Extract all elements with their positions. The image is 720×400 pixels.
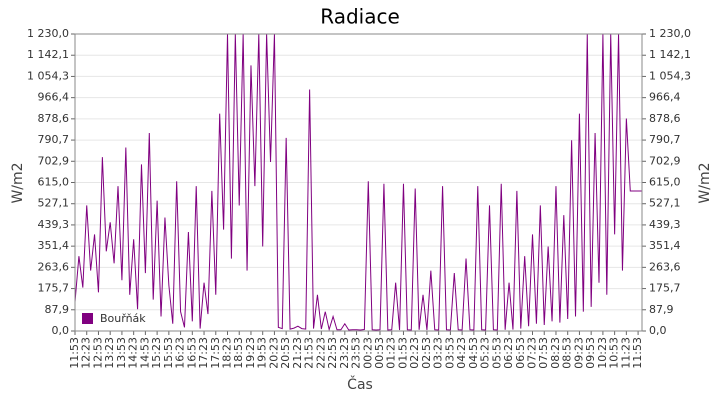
x-tick-label: 19:23 (244, 337, 257, 369)
x-tick-label: 00:53 (373, 337, 386, 369)
x-tick-label: 07:53 (537, 337, 550, 369)
x-tick-label: 10:23 (596, 337, 609, 369)
x-tick-label: 00:23 (361, 337, 374, 369)
plot-frame (74, 33, 643, 332)
x-tick-label: 09:23 (572, 337, 585, 369)
x-tick-label: 17:23 (197, 337, 210, 369)
y2-tick-label: 702,9 (649, 154, 681, 167)
y-tick-label: 439,3 (38, 218, 70, 231)
x-tick-label: 03:53 (443, 337, 456, 369)
data-line (74, 33, 642, 332)
y-tick-label: 527,1 (38, 197, 70, 210)
x-tick-label: 23:23 (338, 337, 351, 369)
x-tick-label: 20:23 (267, 337, 280, 369)
x-tick-label: 20:53 (279, 337, 292, 369)
y2-tick-label: 439,3 (649, 218, 681, 231)
x-tick-label: 17:53 (209, 337, 222, 369)
x-tick-label: 18:23 (221, 337, 234, 369)
y-tick-label: 790,7 (38, 133, 70, 146)
legend-swatch (82, 313, 93, 324)
y2-tick-label: 1 142,1 (649, 48, 691, 61)
y2-tick-label: 878,6 (649, 112, 681, 125)
y-tick-label: 0,0 (52, 324, 70, 337)
x-tick-label: 13:23 (103, 337, 116, 369)
y2-axis-label: W/m2 (697, 162, 713, 203)
x-tick-label: 22:23 (314, 337, 327, 369)
x-tick-label: 19:53 (256, 337, 269, 369)
x-tick-label: 02:53 (420, 337, 433, 369)
y2-tick-label: 1 230,0 (649, 27, 691, 40)
chart-title: Radiace (320, 5, 400, 29)
y-tick-label: 1 230,0 (27, 27, 69, 40)
x-tick-label: 02:23 (408, 337, 421, 369)
y-tick-label: 87,9 (45, 303, 70, 316)
y2-tick-label: 966,4 (649, 91, 681, 104)
x-tick-label: 01:23 (385, 337, 398, 369)
y-tick-label: 175,7 (38, 282, 70, 295)
x-tick-label: 23:53 (350, 337, 363, 369)
x-tick-label: 15:53 (162, 337, 175, 369)
y2-tick-label: 87,9 (649, 303, 674, 316)
y2-tick-label: 527,1 (649, 197, 681, 210)
y-tick-label: 263,6 (38, 260, 70, 273)
x-tick-label: 12:23 (80, 337, 93, 369)
x-tick-label: 14:23 (127, 337, 140, 369)
x-tick-label: 11:53 (68, 337, 81, 369)
x-axis-label: Čas (347, 375, 373, 393)
y-tick-label: 702,9 (38, 154, 70, 167)
x-tick-label: 22:53 (326, 337, 339, 369)
y2-tick-label: 790,7 (649, 133, 681, 146)
y-tick-label: 615,0 (38, 176, 70, 189)
x-tick-label: 11:53 (631, 337, 644, 369)
legend-label: Bouřňák (100, 312, 146, 325)
x-tick-label: 01:53 (396, 337, 409, 369)
x-tick-label: 16:53 (185, 337, 198, 369)
y-tick-label: 966,4 (38, 91, 70, 104)
y-tick-label: 351,4 (38, 239, 70, 252)
x-tick-label: 21:53 (303, 337, 316, 369)
x-tick-label: 06:53 (514, 337, 527, 369)
x-tick-label: 16:23 (174, 337, 187, 369)
y2-tick-label: 1 054,3 (649, 69, 691, 82)
x-tick-label: 06:23 (502, 337, 515, 369)
x-tick-label: 12:53 (91, 337, 104, 369)
y-tick-label: 1 054,3 (27, 69, 69, 82)
x-tick-label: 04:23 (455, 337, 468, 369)
x-tick-label: 07:23 (526, 337, 539, 369)
y2-tick-label: 351,4 (649, 239, 681, 252)
x-tick-label: 09:53 (584, 337, 597, 369)
y-tick-label: 1 142,1 (27, 48, 69, 61)
y2-tick-label: 615,0 (649, 176, 681, 189)
x-tick-label: 21:23 (291, 337, 304, 369)
x-tick-label: 08:53 (561, 337, 574, 369)
x-tick-label: 15:23 (150, 337, 163, 369)
y-axis-label: W/m2 (10, 162, 26, 203)
y2-tick-label: 0,0 (649, 324, 667, 337)
x-tick-label: 03:23 (432, 337, 445, 369)
x-tick-label: 13:53 (115, 337, 128, 369)
x-tick-label: 05:23 (479, 337, 492, 369)
x-tick-label: 08:23 (549, 337, 562, 369)
x-tick-label: 04:53 (467, 337, 480, 369)
x-tick-label: 14:53 (138, 337, 151, 369)
y2-tick-label: 175,7 (649, 282, 681, 295)
x-tick-label: 18:53 (232, 337, 245, 369)
x-tick-label: 11:23 (619, 337, 632, 369)
y2-tick-label: 263,6 (649, 260, 681, 273)
x-tick-label: 05:53 (490, 337, 503, 369)
x-tick-label: 10:53 (608, 337, 621, 369)
y-tick-label: 878,6 (38, 112, 70, 125)
